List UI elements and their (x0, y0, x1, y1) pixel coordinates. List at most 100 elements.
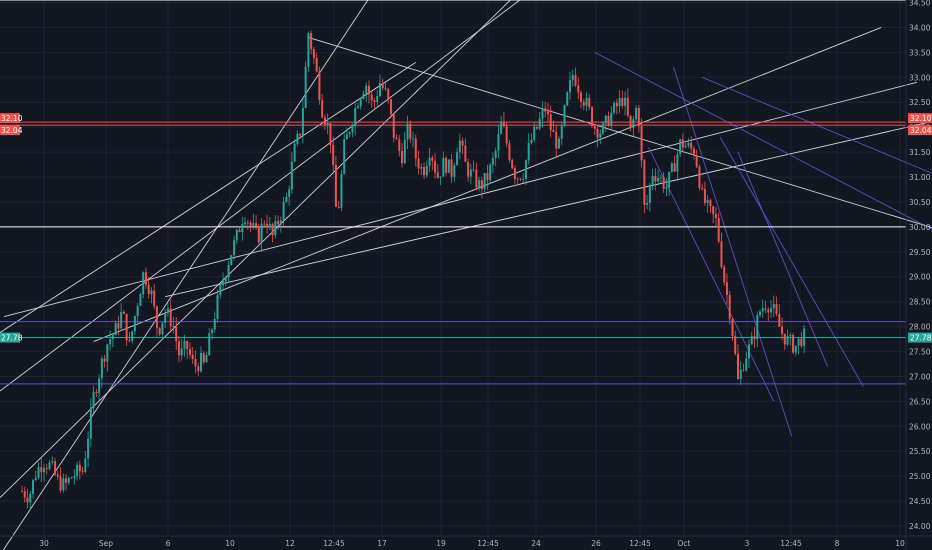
candle-body (62, 478, 65, 491)
y-tick-label: 26.00 (909, 422, 931, 431)
candle-body (293, 143, 296, 162)
candle-body (244, 222, 247, 225)
candle-body (290, 161, 293, 190)
candle-body (329, 123, 332, 145)
candle-body (78, 464, 81, 472)
x-tick-label: 8 (835, 539, 840, 548)
trendline[interactable] (0, 0, 523, 401)
candle-body (98, 378, 101, 394)
candle-body (803, 328, 806, 346)
y-tick-label: 33.00 (909, 73, 931, 82)
candle-body (596, 128, 599, 138)
candle-body (106, 344, 109, 362)
price-label-left-text: 32.10 (1, 114, 23, 123)
candle-body (21, 491, 23, 492)
candle-body (442, 157, 445, 177)
y-tick-label: 30.50 (909, 198, 931, 207)
candle-body (177, 341, 180, 356)
candle-body (585, 97, 588, 106)
candle-body (194, 359, 197, 367)
candle-body (208, 333, 211, 356)
candle-body (734, 335, 737, 354)
trendline[interactable] (673, 67, 793, 437)
candle-body (326, 123, 329, 126)
candle-body (378, 82, 381, 97)
trendline[interactable] (0, 0, 416, 550)
candle-body (282, 201, 285, 221)
price-label-left-text: 32.04 (1, 126, 23, 135)
candle-body (527, 143, 530, 161)
candle-body (147, 284, 150, 295)
candle-body (109, 339, 112, 345)
price-label-text: 32.04 (910, 126, 932, 135)
candle-body (563, 105, 566, 125)
candle-body (478, 180, 481, 188)
y-tick-label: 31.00 (909, 173, 931, 182)
candle-body (469, 169, 472, 177)
candle-body (544, 108, 547, 112)
candle-body (359, 98, 362, 107)
trendline[interactable] (308, 36, 932, 266)
candle-body (538, 118, 541, 129)
candle-body (467, 161, 470, 177)
candle-body (222, 281, 225, 286)
candle-body (772, 304, 775, 309)
candle-body (150, 290, 153, 295)
candle-body (753, 336, 756, 340)
candle-body (624, 97, 627, 106)
candle-body (703, 188, 706, 204)
candle-body (739, 369, 742, 379)
candle-body (158, 327, 161, 335)
price-label-bg (908, 113, 932, 124)
candle-body (516, 178, 519, 180)
y-tick-label: 28.00 (909, 323, 931, 332)
candle-body (698, 166, 701, 188)
candle-body (431, 157, 434, 161)
candle-body (464, 145, 467, 162)
candle-body (560, 124, 563, 139)
candle-body (610, 112, 613, 126)
candle-body (381, 82, 384, 89)
x-tick-label: 12:45 (780, 539, 802, 548)
candle-body (489, 164, 492, 181)
candle-body (604, 115, 607, 124)
candle-body (665, 187, 668, 189)
trendline[interactable] (719, 136, 864, 387)
candle-body (139, 294, 142, 306)
trendline[interactable] (737, 151, 828, 367)
candle-body (205, 355, 208, 363)
x-tick-label: 10 (895, 539, 905, 548)
candle-body (524, 160, 527, 180)
candle-body (618, 98, 621, 107)
candle-body (235, 229, 238, 241)
trendline[interactable] (0, 61, 417, 341)
candle-body (456, 152, 459, 166)
candle-body (54, 461, 57, 475)
candle-body (45, 468, 48, 470)
x-tick-label: 30 (39, 539, 49, 548)
candle-body (376, 96, 379, 103)
y-tick-label: 24.50 (909, 497, 931, 506)
candle-body (246, 222, 249, 224)
x-tick-label: 10 (225, 539, 235, 548)
trendline[interactable] (702, 76, 932, 227)
candle-body (602, 123, 605, 134)
candle-body (712, 206, 715, 215)
trendline[interactable] (3, 81, 918, 318)
trendline[interactable] (594, 51, 932, 296)
y-tick-label: 25.50 (909, 447, 931, 456)
candle-body (81, 471, 84, 473)
candle-body (588, 97, 591, 108)
candle-body (84, 458, 87, 473)
candle-body (37, 467, 40, 478)
candle-body (312, 49, 315, 59)
candle-body (334, 164, 337, 207)
candle-body (277, 221, 280, 225)
candle-body (345, 134, 348, 140)
candle-body (690, 142, 693, 149)
candle-body (87, 438, 90, 459)
y-tick-label: 25.00 (909, 472, 931, 481)
candle-body (428, 157, 431, 166)
